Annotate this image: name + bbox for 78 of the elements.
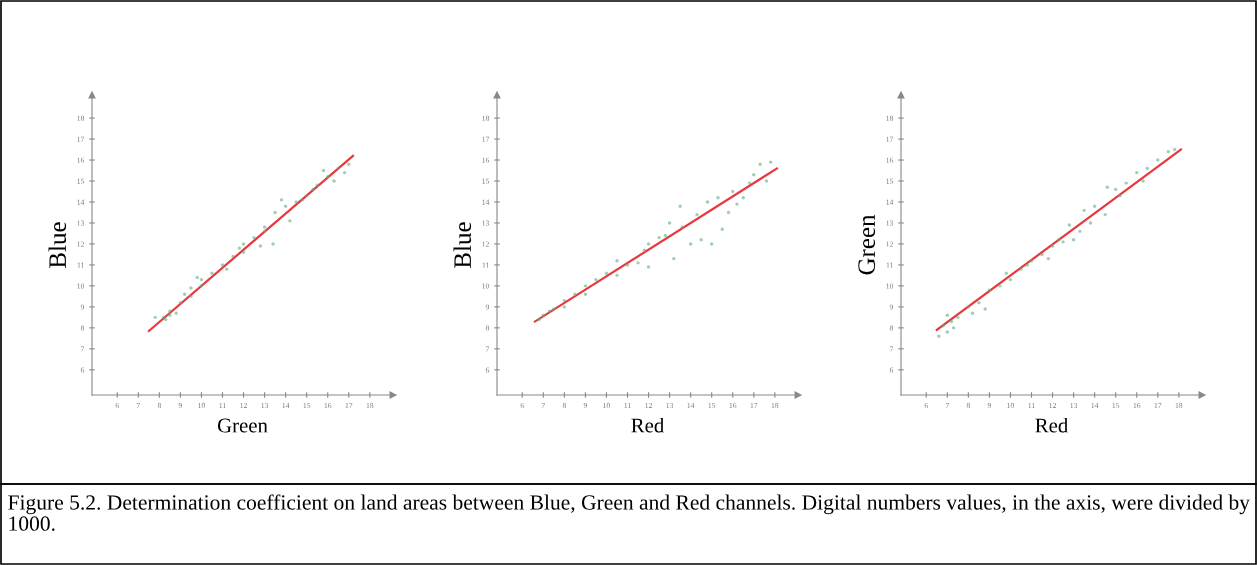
y-axis-title: Blue — [453, 222, 472, 268]
point — [1114, 187, 1118, 192]
point — [937, 334, 941, 338]
point — [262, 229, 267, 234]
point — [735, 202, 739, 206]
point — [663, 233, 668, 238]
point — [583, 284, 588, 288]
point — [241, 250, 246, 255]
point — [604, 271, 609, 276]
point — [321, 168, 326, 173]
point — [182, 292, 187, 296]
point — [336, 166, 340, 171]
point — [562, 298, 567, 303]
point — [998, 284, 1002, 288]
point — [1172, 147, 1177, 152]
point — [1135, 170, 1139, 175]
point — [153, 315, 157, 320]
point — [1025, 263, 1029, 267]
point — [731, 189, 735, 194]
point — [1019, 267, 1023, 271]
point — [1008, 277, 1013, 282]
point — [983, 307, 987, 311]
point — [678, 204, 682, 208]
point — [1061, 240, 1065, 244]
point — [573, 292, 577, 296]
point — [1082, 208, 1086, 213]
y-axis-title: Blue — [48, 222, 67, 268]
y-axis-title: Green — [858, 214, 876, 275]
point — [199, 277, 204, 282]
point — [271, 242, 275, 246]
point — [189, 286, 193, 290]
point — [294, 200, 298, 204]
point — [970, 311, 975, 315]
point — [305, 194, 309, 198]
point — [342, 170, 347, 175]
point — [168, 309, 172, 313]
caption: Figure 5.2. Determination coefficient on land areas between Blue, Green and Red channels. Digital numbers values, in the axis, were divided by 1000. — [8, 494, 1250, 531]
point — [945, 330, 950, 334]
x-axis-title: Red — [631, 417, 665, 433]
point — [210, 271, 214, 276]
point — [1145, 166, 1149, 171]
point — [195, 275, 199, 280]
point — [332, 179, 336, 183]
point — [562, 305, 567, 309]
point — [1118, 194, 1122, 198]
point — [768, 160, 773, 164]
point — [758, 162, 762, 166]
point — [941, 324, 945, 328]
point — [178, 300, 183, 305]
point — [262, 225, 267, 229]
point — [615, 259, 619, 263]
point — [1103, 212, 1107, 217]
point — [1078, 229, 1082, 234]
x-axis-title: Green — [217, 418, 268, 433]
point — [1046, 256, 1051, 261]
point — [168, 313, 172, 317]
point — [987, 288, 992, 292]
point — [225, 267, 229, 271]
point — [710, 242, 714, 246]
point — [1156, 158, 1160, 162]
point — [1124, 181, 1128, 185]
point — [949, 319, 954, 324]
point — [237, 246, 242, 250]
point — [716, 196, 720, 200]
point — [726, 210, 731, 215]
x-axis-title: Red — [1035, 417, 1069, 433]
point — [1057, 238, 1061, 242]
point — [956, 315, 960, 320]
point — [1029, 259, 1034, 263]
point — [977, 300, 981, 305]
point — [583, 292, 588, 296]
point — [1071, 238, 1076, 242]
point — [636, 261, 640, 265]
point — [1166, 149, 1171, 154]
point — [1141, 179, 1145, 183]
point — [966, 305, 971, 309]
point — [552, 307, 556, 311]
point — [951, 326, 956, 330]
